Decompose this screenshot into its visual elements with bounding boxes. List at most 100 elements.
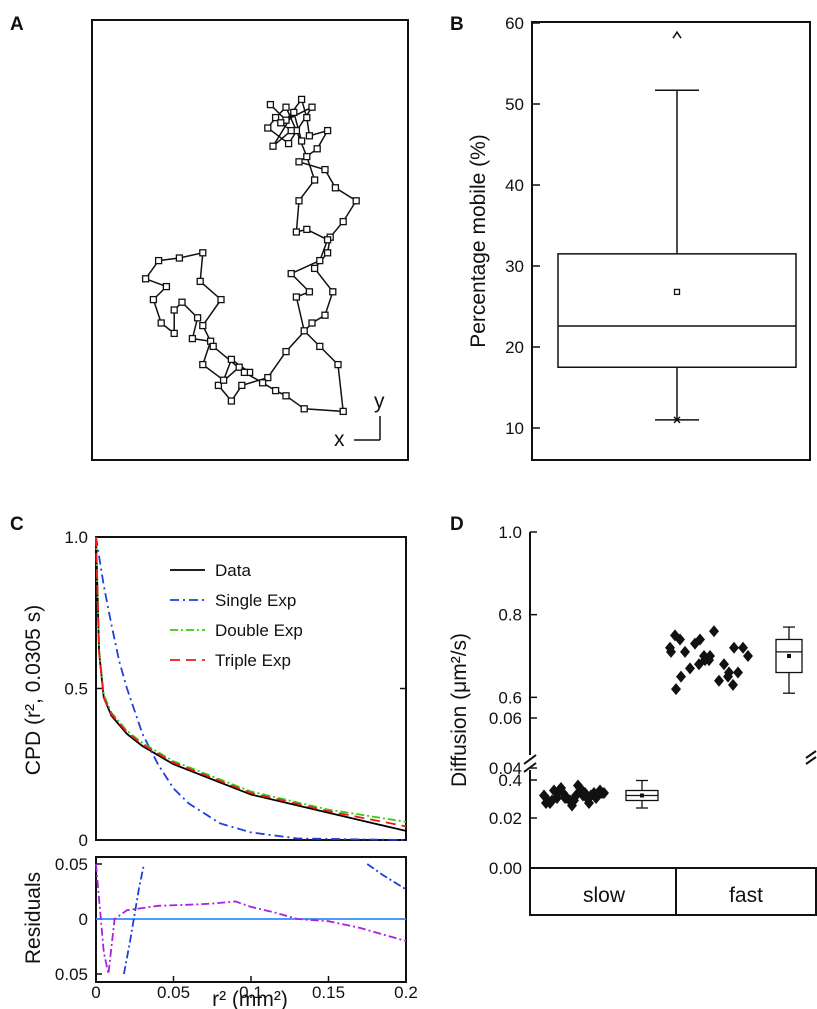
panel-c-y-label: CPD (r², 0.0305 s) [22, 605, 45, 775]
panel-b-label: B [450, 14, 464, 35]
fast-box-mean [787, 654, 791, 658]
fast-point-12 [685, 662, 695, 675]
track-point-0 [266, 100, 275, 109]
track-point-46 [258, 379, 267, 387]
track-point-33 [170, 329, 178, 338]
track-point-50 [339, 407, 347, 416]
panel-c-label: C [10, 514, 24, 535]
legend-label-2: Double Exp [215, 621, 303, 640]
b-box-rect [557, 253, 797, 369]
fast-point-10 [709, 625, 719, 638]
panel-b-y-ticks: 10 20 30 40 50 60 [505, 14, 540, 438]
track-point-41 [196, 277, 204, 286]
fast-point-24 [705, 650, 715, 662]
legend-label-0: Data [215, 561, 251, 580]
fast-point-5 [728, 678, 738, 691]
series-triple-exp [95, 536, 407, 828]
fast-point-20 [671, 683, 681, 696]
d-lower-tick-label-1: 0.02 [489, 809, 522, 828]
fast-point-6 [675, 633, 685, 646]
track-point-42 [217, 295, 225, 304]
b-ytick-label-2: 30 [505, 257, 524, 276]
c-xtick-label-3: 0.15 [312, 983, 345, 1002]
panel-d-y-label: Diffusion (μm²/s) [448, 633, 471, 787]
c-xtick-label-2: 0.1 [239, 983, 263, 1002]
track-point-38 [154, 256, 163, 265]
residual-0 [123, 863, 145, 975]
c-xtick-label-1: 0.05 [157, 983, 190, 1002]
track-point-3 [303, 113, 311, 122]
track-point-57 [316, 256, 324, 265]
track-point-63 [303, 152, 311, 161]
track-point-10 [352, 197, 360, 205]
track-point-15 [329, 288, 337, 296]
track-point-5 [323, 126, 332, 135]
track-point-65 [282, 103, 290, 111]
b-max-marker [672, 30, 682, 39]
c-rtick-label-1: 0 [79, 910, 88, 929]
series-single-exp [95, 536, 407, 841]
track-point-74 [297, 137, 306, 145]
track-point-18 [282, 347, 290, 356]
fast-point-8 [733, 666, 743, 679]
panel-d-ticks: 0.4 0.6 0.8 1.0 0.00 0.02 0.04 0.06 [489, 523, 537, 878]
fast-point-14 [743, 650, 753, 662]
legend: Data Single Exp Double Exp Triple Exp [170, 561, 303, 670]
residual-2 [95, 863, 407, 975]
track-point-8 [321, 165, 329, 174]
fast-point-18 [695, 633, 705, 646]
d-lower-tick-label-3: 0.06 [489, 709, 522, 728]
b-ytick-label-1: 20 [505, 338, 524, 357]
track-point-69 [308, 103, 316, 111]
c-rtick-label-2: 0.05 [55, 965, 88, 984]
slow-point-20 [547, 794, 557, 807]
c-xtick-label-0: 0 [91, 983, 100, 1002]
b-ytick-label-0: 10 [505, 419, 524, 438]
panel-b-frame [531, 21, 811, 461]
track-point-54 [292, 293, 301, 301]
track-point-31 [178, 298, 186, 306]
track-point-4 [305, 132, 314, 140]
track-point-71 [287, 126, 295, 135]
track-point-36 [162, 282, 171, 291]
track-point-45 [240, 368, 249, 377]
track-point-73 [290, 108, 298, 117]
track-point-72 [269, 142, 277, 150]
track-point-70 [277, 119, 285, 127]
slow-box-mean [640, 793, 644, 798]
track-point-25 [227, 355, 236, 364]
track-point-32 [170, 306, 178, 314]
track-point-47 [271, 386, 280, 395]
track-point-52 [316, 342, 324, 351]
track-point-56 [287, 269, 295, 278]
panel-d-label: D [450, 514, 464, 535]
track-point-53 [300, 327, 308, 335]
track-point-44 [209, 342, 217, 351]
track-point-6 [313, 145, 321, 153]
track-point-27 [199, 360, 207, 369]
d-upper-tick-label-2: 0.8 [498, 606, 522, 625]
track-point-43 [199, 321, 207, 330]
slow-point-26 [586, 789, 596, 802]
fast-point-13 [714, 674, 724, 687]
track-point-21 [227, 397, 236, 405]
track-point-13 [323, 249, 332, 257]
c-rtick-label-0: 0.05 [55, 855, 88, 874]
slow-point-25 [549, 784, 559, 797]
track-point-67 [264, 124, 272, 132]
track-point-26 [219, 376, 228, 384]
slow-point-19 [571, 789, 581, 802]
series-data [95, 536, 407, 832]
track-point-49 [300, 405, 308, 413]
slow-point-28 [599, 787, 609, 799]
track-point-11 [339, 217, 347, 226]
d-lower-tick-label-0: 0.00 [489, 859, 522, 878]
b-ytick-label-3: 40 [505, 176, 524, 195]
track-point-37 [141, 275, 150, 283]
track-point-23 [235, 363, 243, 371]
scale-y-label: y [374, 390, 385, 413]
fast-point-19 [724, 666, 734, 679]
track-point-55 [305, 288, 314, 296]
track-point-61 [295, 197, 303, 205]
